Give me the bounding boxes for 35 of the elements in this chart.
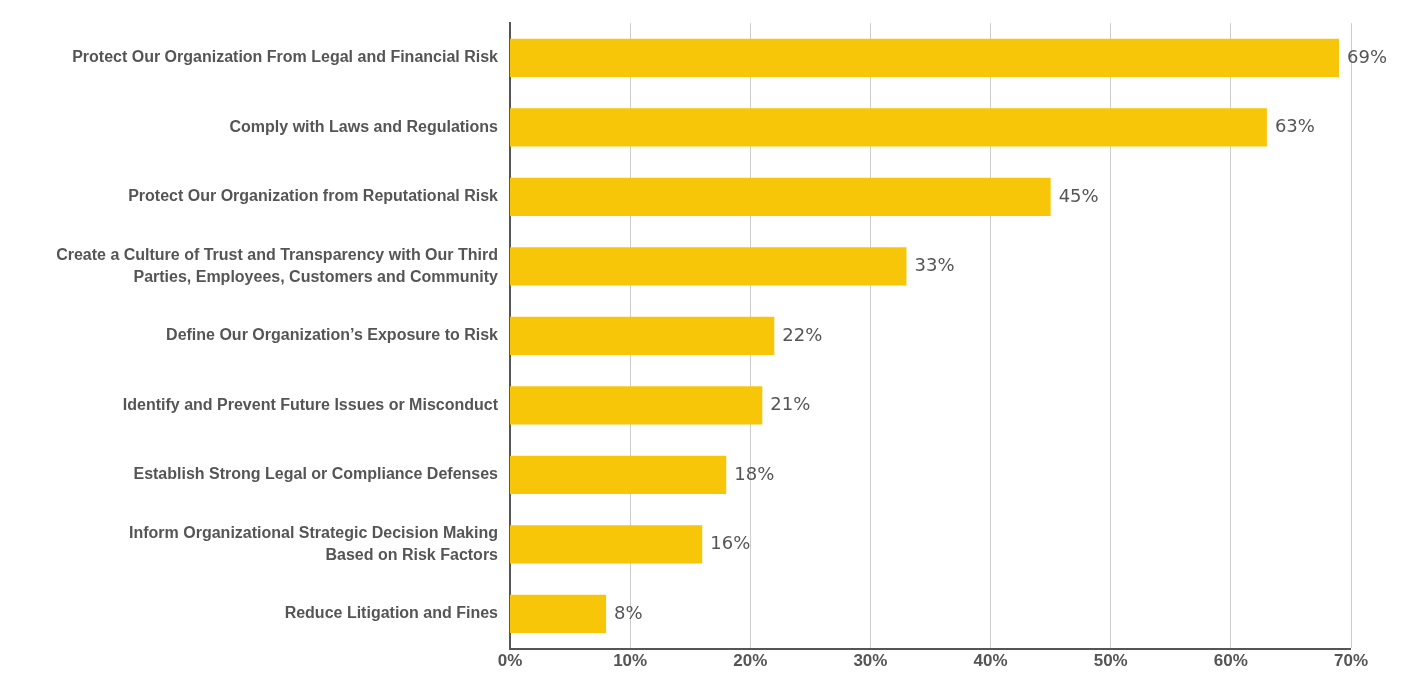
data-label: 33% [914,254,955,276]
data-label: 16% [710,532,751,554]
x-tick-label: 20% [733,651,768,671]
bar [510,38,1339,78]
y-tick-label: Define Our Organization’s Exposure to Risk [166,326,499,344]
data-label: 8% [614,601,643,623]
x-tick-label: 70% [1333,651,1369,671]
x-tick-label: 50% [1093,651,1128,671]
y-tick-label: Reduce Litigation and Fines [284,604,499,622]
y-tick-label: Establish Strong Legal or Compliance Defenses [133,465,499,483]
data-label: 63% [1274,115,1315,137]
data-label: 69% [1346,45,1387,67]
y-tick-label: Protect Our Organization From Legal and Financial Risk [72,48,499,66]
bar [510,386,763,425]
x-tick-label: 40% [973,651,1008,671]
data-label: 45% [1058,184,1099,206]
y-tick-label: Create a Culture of Trust and Transparency with Our Third Parties, Employees, Customers and Community [56,245,499,286]
y-tick-label: Identify and Prevent Future Issues or Misconduct [122,395,499,413]
bar [510,455,727,494]
y-tick-label: Inform Organizational Strategic Decision Making Based on Risk Factors [129,523,499,563]
bar [510,177,1051,217]
data-label: 22% [782,323,823,345]
x-tick-label: 0% [497,651,523,671]
data-label: 18% [734,462,775,484]
bar [510,247,907,286]
bar [510,525,703,564]
x-tick-label: 30% [853,651,888,671]
bar [510,316,775,356]
x-tick-label: 60% [1213,651,1248,671]
y-tick-label: Protect Our Organization from Reputational Risk [128,187,499,205]
y-tick-label: Comply with Laws and Regulations [229,117,499,135]
bar [510,594,607,633]
data-label: 21% [770,393,811,415]
bar [510,108,1267,147]
x-tick-label: 10% [613,651,648,671]
